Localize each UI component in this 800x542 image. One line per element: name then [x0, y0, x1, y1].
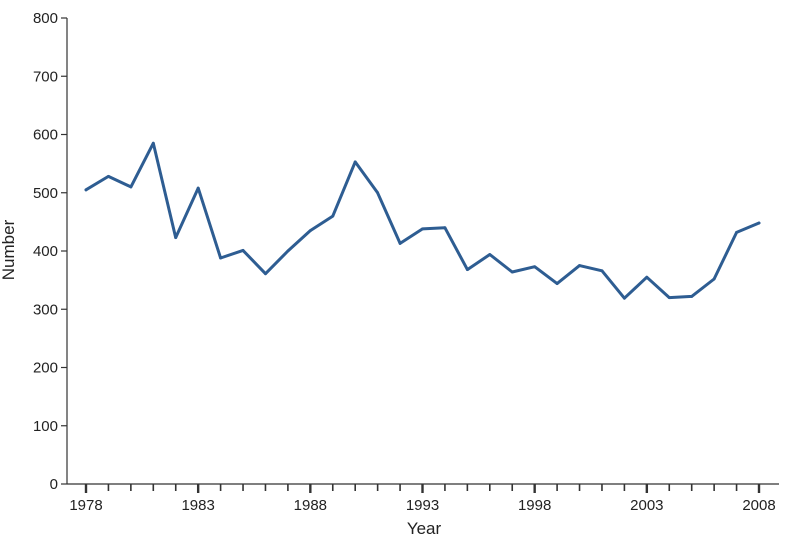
data-point [331, 214, 335, 218]
axes [66, 18, 779, 485]
x-tick-label: 1988 [294, 497, 327, 514]
data-point [421, 227, 424, 231]
data-point [555, 282, 559, 286]
data-point [623, 296, 626, 300]
x-tick-label: 2003 [630, 497, 663, 514]
x-tick-label: 1983 [181, 497, 214, 514]
x-tick-label: 1998 [518, 497, 551, 514]
data-point [129, 185, 133, 189]
data-point [107, 175, 110, 178]
data-point [712, 277, 716, 281]
y-tick-label: 500 [33, 185, 58, 202]
data-point [667, 296, 671, 299]
data-point [735, 230, 738, 234]
y-tick-label: 800 [33, 10, 58, 27]
x-tick-label: 2008 [742, 497, 775, 514]
data-point [600, 269, 604, 273]
y-tick-label: 400 [33, 243, 58, 260]
data-point [264, 272, 267, 276]
x-axis-ticks: 1978 1983 1988 1993 1998 2003 2008 [69, 484, 776, 514]
data-point [308, 229, 312, 233]
data-point [443, 226, 447, 230]
data-point [84, 188, 88, 192]
data-point [241, 249, 245, 252]
y-tick-label: 200 [33, 360, 58, 377]
y-axis-ticks: 0 100 200 300 400 500 600 700 800 [33, 10, 67, 493]
data-point [151, 141, 155, 145]
data-point [510, 270, 514, 274]
data-point [488, 253, 492, 256]
data-point [533, 265, 537, 269]
y-tick-label: 100 [33, 418, 58, 435]
data-point [757, 221, 761, 225]
data-point [645, 275, 649, 279]
x-tick-label: 1978 [69, 497, 102, 514]
y-tick-label: 600 [33, 127, 58, 144]
y-tick-label: 300 [33, 301, 58, 318]
x-axis-title: Year [407, 519, 442, 538]
data-point [174, 236, 178, 240]
data-point [286, 249, 290, 253]
series-line [84, 141, 761, 300]
y-axis-title: Number [0, 219, 18, 280]
data-point [353, 160, 357, 164]
y-tick-label: 0 [50, 476, 58, 493]
series [84, 141, 761, 300]
data-point [219, 256, 223, 260]
data-point [398, 242, 402, 245]
x-tick-label: 1993 [406, 497, 439, 514]
data-point [376, 191, 380, 195]
data-point [196, 186, 200, 190]
data-point [578, 264, 581, 267]
data-point [465, 268, 469, 272]
y-tick-label: 700 [33, 68, 58, 85]
data-point [690, 295, 694, 298]
